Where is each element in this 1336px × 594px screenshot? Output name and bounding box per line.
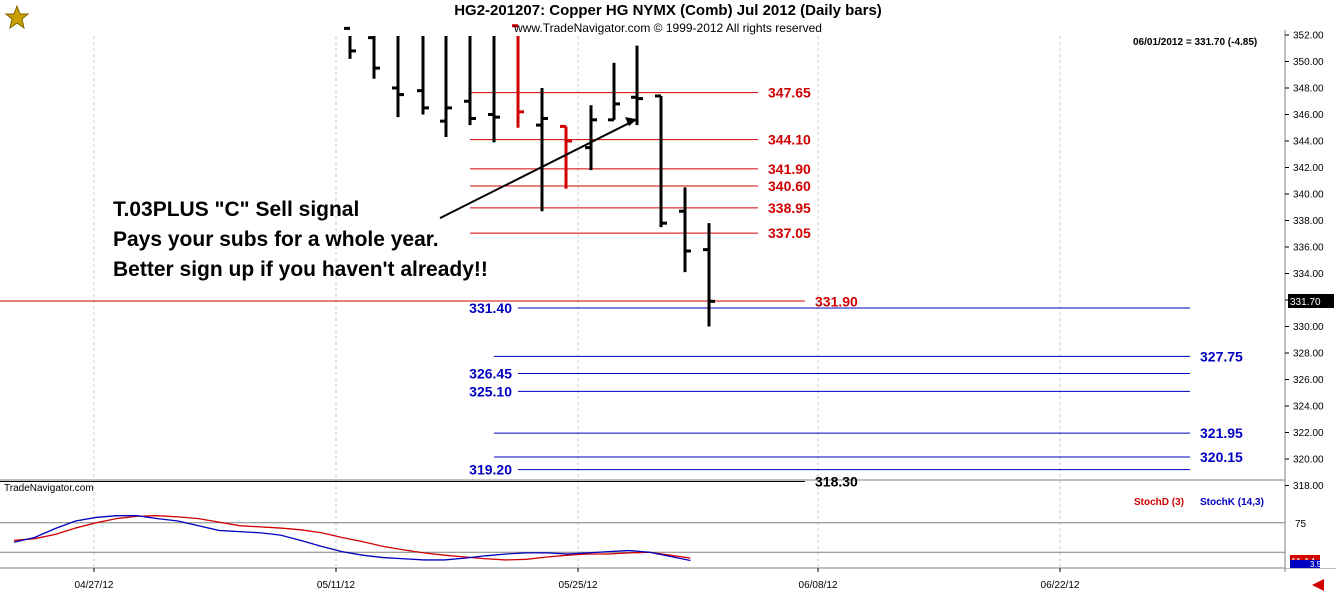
price-bars [344, 24, 715, 327]
price-tick-label: 352.00 [1293, 31, 1324, 42]
level-label: 337.05 [768, 225, 811, 241]
level-label: 325.10 [469, 383, 512, 399]
last-price-box [1288, 294, 1334, 308]
level-label: 344.10 [768, 132, 811, 148]
price-tick-label: 340.00 [1293, 190, 1324, 201]
annotation-line-3: Better sign up if you haven't already!! [113, 258, 488, 281]
price-tick-label: 320.00 [1293, 455, 1324, 466]
date-tick-label: 06/08/12 [799, 580, 838, 591]
price-tick-label: 322.00 [1293, 428, 1324, 439]
date-axis: 04/27/12 05/11/12 05/25/12 06/08/12 06/22/12 [75, 568, 1324, 591]
price-tick-label: 326.00 [1293, 375, 1324, 386]
stoch-series-line [13, 515, 691, 561]
date-tick-label: 05/25/12 [559, 580, 598, 591]
price-tick-label: 346.00 [1293, 110, 1324, 121]
last-price-label: 331.70 [1290, 297, 1321, 308]
level-label: 340.60 [768, 178, 811, 194]
level-label: 327.75 [1200, 348, 1243, 364]
level-label: 318.30 [815, 474, 858, 490]
level-label: 320.15 [1200, 449, 1243, 465]
stochastic-panel: 7511.143.59 [0, 515, 1326, 569]
annotation-line-2: Pays your subs for a whole year. [113, 228, 439, 251]
copyright-notice: www.TradeNavigator.com © 1999-2012 All r… [514, 21, 822, 35]
trendline-layer [439, 117, 638, 219]
brand-watermark: TradeNavigator.com [4, 483, 94, 494]
price-tick-label: 330.00 [1293, 322, 1324, 333]
price-tick-label: 324.00 [1293, 402, 1324, 413]
level-label: 331.90 [815, 293, 858, 309]
grid-layer [0, 36, 1336, 569]
trendline-arrowhead [625, 117, 637, 127]
level-label: 321.95 [1200, 425, 1243, 441]
price-tick-label: 336.00 [1293, 243, 1324, 254]
price-tick-label: 342.00 [1293, 163, 1324, 174]
trade-navigator-logo-icon [4, 4, 30, 30]
price-tick-label: 318.00 [1293, 481, 1324, 492]
level-label: 347.65 [768, 85, 811, 101]
stoch-series-line [13, 515, 691, 562]
legend-stochk: StochK (14,3) [1200, 497, 1264, 508]
annotation-line-1: T.03PLUS "C" Sell signal [113, 198, 360, 221]
price-tick-label: 348.00 [1293, 84, 1324, 95]
price-tick-label: 338.00 [1293, 216, 1324, 227]
level-label: 331.40 [469, 300, 512, 316]
legend-stochd: StochD (3) [1134, 497, 1184, 508]
stoch-tick-label: 75 [1295, 519, 1307, 530]
date-tick-label: 06/22/12 [1041, 580, 1080, 591]
level-label: 319.20 [469, 462, 512, 478]
price-axis: 352.00 350.00 348.00 346.00 344.00 342.00 340.… [1284, 30, 1336, 572]
stochk-last-box [1290, 560, 1320, 568]
price-tick-label: 344.00 [1293, 137, 1324, 148]
last-price-info: 06/01/2012 = 331.70 (-4.85) [1133, 37, 1258, 48]
price-tick-label: 334.00 [1293, 269, 1324, 280]
scroll-left-icon [1312, 579, 1324, 591]
chart-title: HG2-201207: Copper HG NYMX (Comb) Jul 20… [454, 2, 882, 19]
level-label: 341.90 [768, 161, 811, 177]
price-tick-label: 328.00 [1293, 349, 1324, 360]
stochk-last-label: 3.59 [1310, 560, 1326, 569]
price-tick-label: 350.00 [1293, 57, 1324, 68]
level-label: 338.95 [768, 200, 811, 216]
trendline-arrow [439, 118, 638, 219]
date-tick-label: 04/27/12 [75, 580, 114, 591]
level-label: 326.45 [469, 366, 512, 382]
date-tick-label: 05/11/12 [317, 580, 356, 591]
